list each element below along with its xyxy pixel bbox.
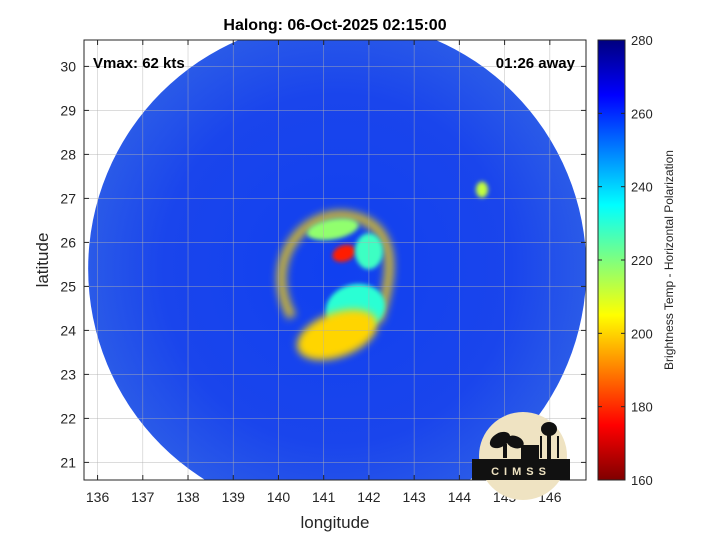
feature-spot-east	[475, 181, 488, 198]
y-tick-label: 30	[60, 58, 76, 74]
tower-icon	[541, 422, 557, 436]
cimss-logo: CIMSS	[472, 412, 570, 500]
y-tick-label: 29	[60, 102, 76, 118]
y-tick-label: 24	[60, 322, 76, 338]
y-tick-label: 23	[60, 366, 76, 382]
colorbar-ticks: 160 180 200 220 240 260 280	[598, 33, 653, 488]
colorbar-tick-label: 200	[631, 326, 653, 341]
colorbar-label: Brightness Temp - Horizontal Polarizatio…	[662, 150, 676, 370]
spiral-rainband	[276, 210, 395, 324]
logo-text: CIMSS	[491, 466, 551, 478]
y-tick-label: 28	[60, 146, 76, 162]
y-tick-label: 22	[60, 410, 76, 426]
colorbar-tick-label: 160	[631, 473, 653, 488]
x-tick-label: 136	[86, 489, 110, 505]
x-axis-ticks: 136 137 138 139 140 141 142 143 144 145 146	[86, 40, 562, 505]
y-tick-label: 25	[60, 278, 76, 294]
colorbar-tick-label: 240	[631, 180, 653, 195]
feature-eyewall-north	[307, 218, 359, 241]
y-tick-label: 21	[60, 454, 76, 470]
x-tick-label: 142	[357, 489, 381, 505]
chart-title: Halong: 06-Oct-2025 02:15:00	[223, 17, 446, 34]
colorbar-tick-label: 220	[631, 253, 653, 268]
feature-eye	[332, 244, 356, 262]
axes-box	[83, 39, 587, 481]
y-axis-ticks: 21 22 23 24 25 26 27 28 29 30	[60, 58, 586, 470]
y-axis-title: latitude	[33, 233, 52, 288]
vmax-annotation: Vmax: 62 kts	[93, 55, 185, 72]
colorbar-tick-label: 260	[631, 106, 653, 121]
x-axis-title: longitude	[300, 513, 369, 532]
grid-lines	[84, 40, 586, 480]
x-tick-label: 143	[402, 489, 426, 505]
time-away-annotation: 01:26 away	[496, 55, 576, 72]
y-tick-label: 27	[60, 190, 76, 206]
colorbar	[597, 39, 626, 481]
x-tick-label: 140	[267, 489, 291, 505]
x-tick-label: 138	[176, 489, 200, 505]
colorbar-tick-label: 180	[631, 400, 653, 415]
colorbar-tick-label: 280	[631, 33, 653, 48]
y-tick-label: 26	[60, 234, 76, 250]
x-tick-label: 139	[222, 489, 246, 505]
x-tick-label: 137	[131, 489, 155, 505]
x-tick-label: 144	[448, 489, 472, 505]
storm-structure	[276, 181, 488, 360]
feature-band-outer	[297, 309, 378, 360]
x-tick-label: 141	[312, 489, 336, 505]
